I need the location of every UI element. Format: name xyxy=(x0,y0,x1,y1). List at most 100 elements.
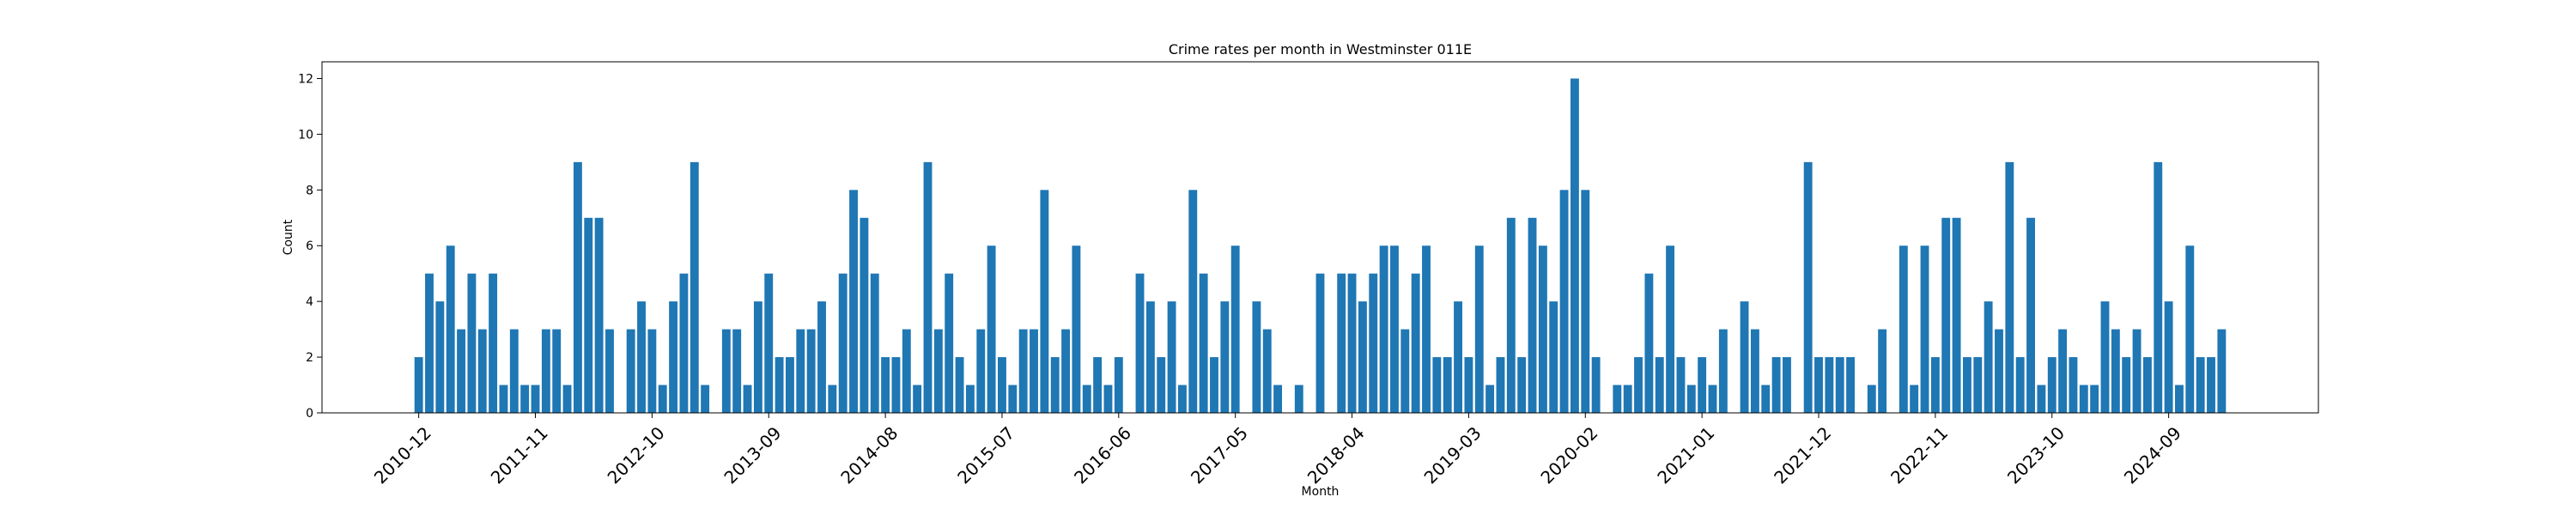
bar xyxy=(1199,273,1208,413)
bar xyxy=(584,217,593,413)
bar xyxy=(2037,385,2046,413)
bar xyxy=(605,329,614,413)
bar xyxy=(435,301,445,413)
bar xyxy=(2058,329,2068,413)
bar xyxy=(1708,385,1717,413)
bar xyxy=(1093,357,1103,413)
bar xyxy=(1082,385,1091,413)
bar xyxy=(2122,357,2131,413)
bar xyxy=(796,329,805,413)
bar xyxy=(1634,357,1643,413)
bar xyxy=(1899,245,1908,413)
bar xyxy=(860,217,869,413)
bar xyxy=(1400,329,1410,413)
bar xyxy=(2079,385,2088,413)
bar xyxy=(637,301,646,413)
bar xyxy=(647,329,657,413)
bar xyxy=(1114,357,1123,413)
plot-frame xyxy=(321,61,2319,414)
bar xyxy=(1135,273,1145,413)
bar xyxy=(1846,357,1855,413)
bar xyxy=(1315,273,1325,413)
bar xyxy=(743,385,752,413)
bar xyxy=(1167,301,1176,413)
bar xyxy=(1030,329,1038,413)
bar xyxy=(828,385,837,413)
bar xyxy=(923,161,933,414)
bar xyxy=(499,385,508,413)
bar xyxy=(965,385,975,413)
bar xyxy=(849,190,858,413)
bar xyxy=(1750,329,1759,413)
bar xyxy=(870,273,879,413)
bar xyxy=(806,329,816,413)
bar xyxy=(1591,357,1601,413)
bar xyxy=(2175,385,2184,413)
bar xyxy=(1559,190,1569,413)
bar xyxy=(1358,301,1367,413)
y-tick-label: 10 xyxy=(298,128,313,142)
bar xyxy=(1825,357,1834,413)
bar xyxy=(1496,357,1505,413)
bar xyxy=(1369,273,1378,413)
bar xyxy=(1008,385,1018,413)
bar xyxy=(987,245,996,413)
bar xyxy=(1930,357,1940,413)
bar xyxy=(2217,329,2227,413)
bar xyxy=(1230,245,1240,413)
chart-title: Crime rates per month in Westminster 011… xyxy=(1169,41,1472,58)
bar xyxy=(881,357,890,413)
bar xyxy=(1210,357,1218,413)
y-tick-label: 4 xyxy=(306,295,313,309)
bar xyxy=(1506,217,1516,413)
bar xyxy=(2047,357,2057,413)
bar xyxy=(669,301,678,413)
y-tick-label: 12 xyxy=(298,72,313,86)
bar xyxy=(1432,357,1442,413)
bar xyxy=(1411,273,1420,413)
bar xyxy=(520,385,530,413)
bar xyxy=(658,385,667,413)
bar xyxy=(1018,329,1028,413)
bar xyxy=(1740,301,1749,413)
bar xyxy=(1390,245,1399,413)
bar xyxy=(933,329,943,413)
bar xyxy=(732,329,742,413)
bar xyxy=(1145,301,1155,413)
bar xyxy=(1698,357,1707,413)
bar xyxy=(945,273,954,413)
bar xyxy=(1252,301,1261,413)
bar xyxy=(457,329,465,413)
bar xyxy=(838,273,848,413)
bar xyxy=(891,357,901,413)
bar xyxy=(1878,329,1887,413)
bar xyxy=(1613,385,1622,413)
bar xyxy=(1188,190,1198,413)
bar xyxy=(1050,357,1060,413)
bar xyxy=(2026,217,2035,413)
bar xyxy=(1538,245,1547,413)
bar xyxy=(1072,245,1081,413)
bar xyxy=(1920,245,1929,413)
bar xyxy=(976,329,986,413)
bar xyxy=(955,357,964,413)
bar xyxy=(2154,161,2163,414)
bar xyxy=(721,329,731,413)
bar xyxy=(477,329,487,413)
bar xyxy=(1814,357,1823,413)
bar xyxy=(679,273,689,413)
bar xyxy=(1867,385,1876,413)
bar xyxy=(1294,385,1303,413)
bar xyxy=(775,357,784,413)
bar xyxy=(786,357,794,413)
bar xyxy=(1220,301,1230,413)
bar xyxy=(1157,357,1166,413)
bar xyxy=(764,273,774,413)
bar xyxy=(467,273,477,413)
bar xyxy=(2100,301,2110,413)
bar xyxy=(1623,385,1632,413)
bar xyxy=(2005,161,2014,414)
bar xyxy=(1549,301,1558,413)
bar xyxy=(562,385,572,413)
